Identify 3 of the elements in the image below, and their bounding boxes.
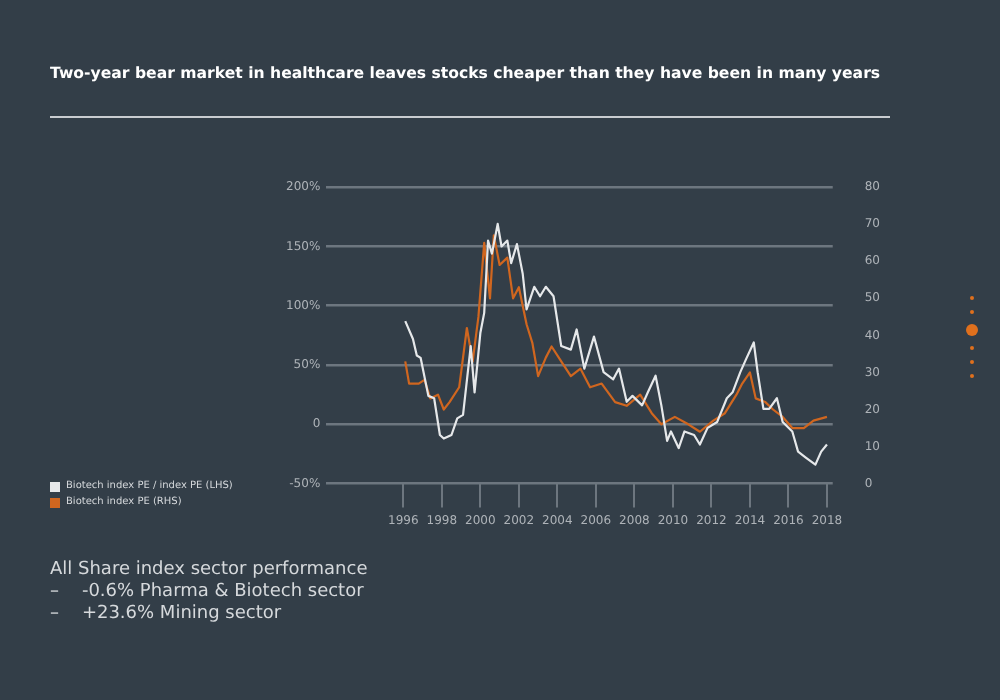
text: – -0.6% Pharma & Biotech sector [50,582,366,604]
text: – +23.6% Mining sector [50,604,284,626]
text: All Share index sector performance [50,560,368,582]
